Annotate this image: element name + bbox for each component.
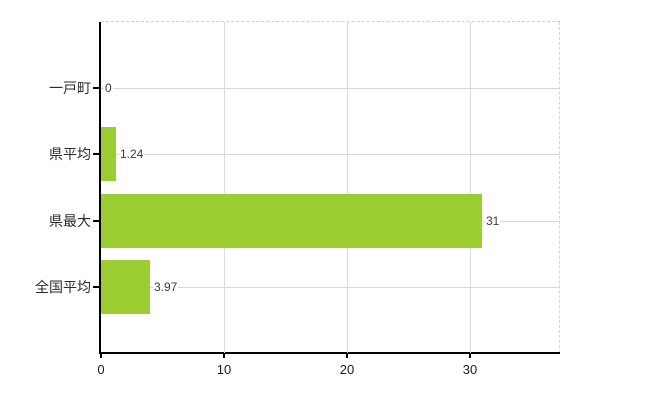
bar-value-label: 1.24: [119, 146, 145, 162]
x-axis-line: [99, 352, 560, 354]
y-axis-tick: [93, 220, 99, 222]
plot-right-border: [559, 22, 560, 353]
gridline-horizontal: [101, 88, 560, 89]
plot-top-border: [101, 21, 560, 22]
gridline-horizontal: [101, 154, 560, 155]
category-label: 一戸町: [49, 80, 91, 96]
gridline-vertical: [224, 22, 225, 353]
bar-value-label: 3.97: [153, 279, 179, 295]
x-tick-label: 20: [339, 362, 355, 377]
category-label: 県平均: [49, 146, 91, 162]
bar-value-label: 0: [104, 80, 113, 96]
x-axis-tick: [346, 354, 348, 358]
y-axis-tick: [93, 153, 99, 155]
gridline-vertical: [470, 22, 471, 353]
bar: [101, 194, 482, 248]
category-label: 県最大: [49, 213, 91, 229]
x-axis-tick: [100, 354, 102, 358]
bar-value-label: 31: [485, 213, 501, 229]
x-axis-tick: [469, 354, 471, 358]
x-tick-label: 10: [216, 362, 232, 377]
y-axis-line: [99, 22, 101, 354]
x-axis-tick: [223, 354, 225, 358]
x-tick-label: 0: [97, 362, 105, 377]
x-tick-label: 30: [462, 362, 478, 377]
y-axis-tick: [93, 87, 99, 89]
category-label: 全国平均: [35, 279, 91, 295]
gridline-horizontal: [101, 287, 560, 288]
y-axis-tick: [93, 286, 99, 288]
gridline-vertical: [347, 22, 348, 353]
bar: [101, 127, 116, 181]
bar: [101, 260, 150, 314]
